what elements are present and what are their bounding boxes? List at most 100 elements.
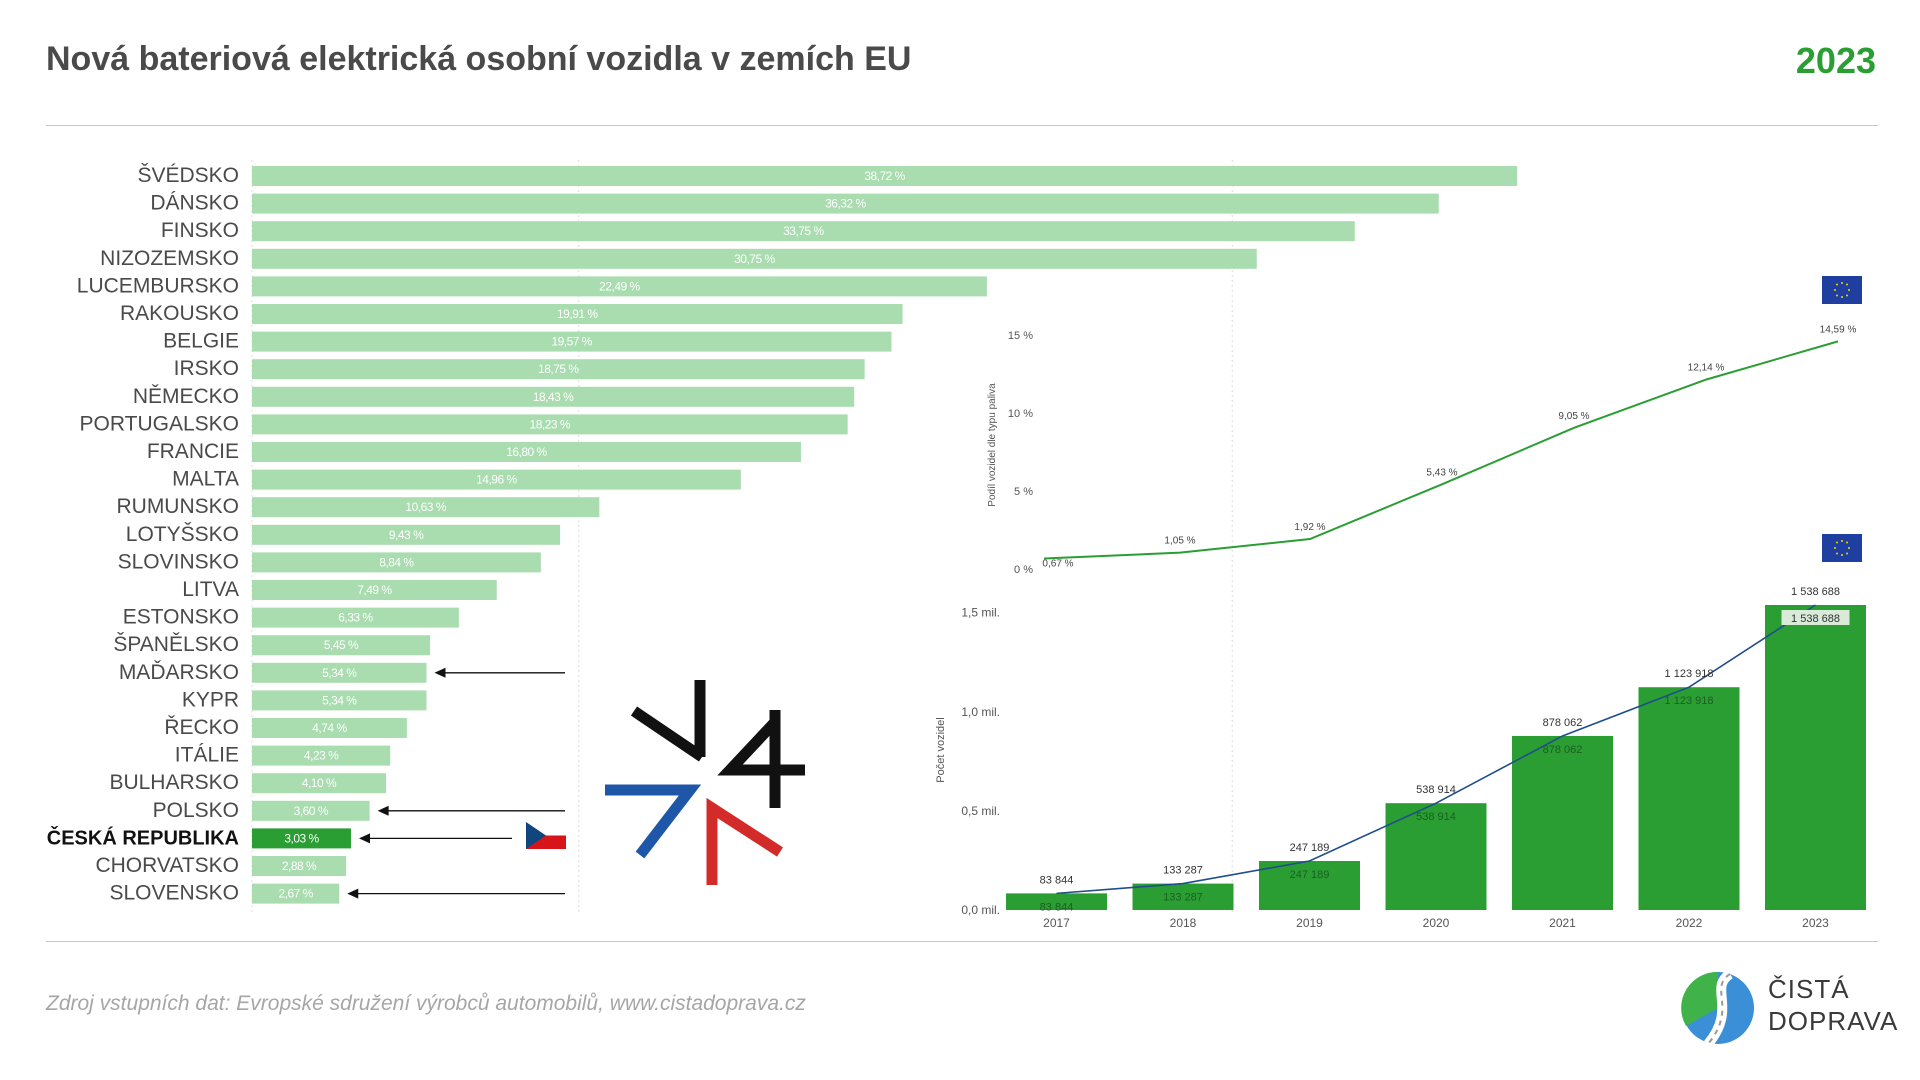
bar-value-label: 18,23 % bbox=[530, 417, 571, 431]
eu-flag-icon bbox=[1822, 276, 1862, 304]
point-value-label: 9,05 % bbox=[1558, 411, 1589, 422]
point-value-label: 878 062 bbox=[1543, 717, 1583, 729]
country-bar bbox=[252, 497, 600, 518]
bar-value-label: 19,91 % bbox=[557, 307, 598, 321]
bar-value-label: 1 538 688 bbox=[1791, 613, 1840, 625]
bar-value-label: 19,57 % bbox=[551, 335, 592, 349]
y-tick-label: 0 % bbox=[1014, 564, 1033, 576]
bar-value-label: 5,34 % bbox=[322, 666, 357, 680]
bar-value-label: 18,75 % bbox=[538, 362, 579, 376]
country-bar bbox=[252, 248, 1257, 269]
pointer-arrows bbox=[347, 667, 565, 899]
share-line bbox=[1043, 340, 1839, 560]
country-bar bbox=[252, 524, 561, 545]
bar-value-label: 18,43 % bbox=[533, 390, 574, 404]
pointer-arrow-head bbox=[377, 805, 389, 816]
country-label: RAKOUSKO bbox=[120, 302, 239, 325]
footer-divider bbox=[46, 941, 1878, 942]
point-value-label: 538 914 bbox=[1416, 784, 1456, 796]
eu-share-line-chart: 0 % 5 % 10 % 15 % Podíl vozidel dle typu pal… bbox=[987, 324, 1856, 576]
y-tick-label: 15 % bbox=[1008, 330, 1033, 342]
country-label: LUCEMBURSKO bbox=[77, 274, 239, 297]
country-bar bbox=[252, 442, 801, 462]
bar-value-label: 83 844 bbox=[1040, 901, 1074, 913]
country-label: ESTONSKO bbox=[123, 606, 239, 629]
country-label: ČESKÁ REPUBLIKA bbox=[47, 825, 239, 849]
eu-flag-icon bbox=[1822, 534, 1862, 562]
bar-value-label: 6,33 % bbox=[338, 611, 373, 625]
country-bar bbox=[252, 359, 865, 380]
year-bar bbox=[1006, 893, 1107, 910]
y-axis-label: Podíl vozidel dle typu paliva bbox=[987, 383, 998, 507]
country-label: DÁNSKO bbox=[150, 192, 239, 215]
point-value-label: 1,05 % bbox=[1164, 536, 1195, 547]
year-bar bbox=[1385, 803, 1487, 910]
year-bar bbox=[1132, 883, 1234, 910]
year-label: 2023 bbox=[1795, 40, 1876, 81]
x-tick-label: 2023 bbox=[1802, 916, 1829, 930]
country-label: RUMUNSKO bbox=[116, 495, 239, 518]
y-tick-label: 1,5 mil. bbox=[961, 606, 1000, 620]
bar-value-label: 878 062 bbox=[1543, 744, 1583, 756]
y-axis-label: Počet vozidel bbox=[935, 717, 947, 782]
country-bar bbox=[252, 304, 903, 324]
country-label: NĚMECKO bbox=[133, 385, 239, 408]
country-bar bbox=[252, 690, 427, 711]
point-value-label: 247 189 bbox=[1290, 842, 1330, 854]
bar-value-label: 7,49 % bbox=[357, 583, 392, 597]
y-tick-label: 0,5 mil. bbox=[961, 804, 1000, 818]
country-label: SLOVINSKO bbox=[118, 550, 239, 573]
x-tick-label: 2021 bbox=[1549, 916, 1576, 930]
bar-value-label: 3,60 % bbox=[294, 804, 329, 818]
logo-text-line2: DOPRAVA bbox=[1768, 1006, 1899, 1036]
bar-value-label: 4,74 % bbox=[312, 721, 347, 735]
bar-value-label: 36,32 % bbox=[825, 197, 866, 211]
x-tick-label: 2018 bbox=[1170, 916, 1197, 930]
country-bar bbox=[252, 800, 370, 821]
country-bar bbox=[252, 580, 497, 600]
country-bar bbox=[252, 773, 386, 794]
bar-value-label: 1 123 918 bbox=[1665, 695, 1714, 707]
country-bar bbox=[252, 469, 741, 490]
country-bar bbox=[252, 635, 431, 656]
point-value-label: 1 123 918 bbox=[1665, 668, 1714, 680]
bar-value-label: 133 287 bbox=[1163, 892, 1203, 904]
count-line bbox=[1056, 604, 1816, 895]
bar-value-label: 33,75 % bbox=[783, 224, 824, 238]
y-tick-label: 5 % bbox=[1014, 486, 1033, 498]
country-label: ITÁLIE bbox=[175, 744, 239, 767]
country-label: PORTUGALSKO bbox=[80, 412, 240, 435]
country-bar bbox=[252, 662, 427, 683]
country-bar bbox=[252, 607, 459, 628]
country-label: FINSKO bbox=[161, 219, 239, 242]
point-value-label: 14,59 % bbox=[1820, 324, 1857, 335]
year-bar bbox=[1512, 735, 1613, 910]
country-bar bbox=[252, 828, 352, 849]
country-bar bbox=[252, 745, 391, 766]
pointer-arrow-head bbox=[359, 833, 371, 844]
country-label: KYPR bbox=[182, 688, 239, 711]
road-logo-icon bbox=[1681, 969, 1754, 1048]
country-label: ŠVÉDSKO bbox=[137, 164, 239, 187]
country-bar bbox=[252, 331, 892, 352]
country-label: NIZOZEMSKO bbox=[100, 247, 239, 270]
pointer-arrow-head bbox=[434, 667, 446, 678]
header-divider bbox=[46, 125, 1878, 126]
country-label: FRANCIE bbox=[147, 440, 239, 463]
bar-value-label: 4,10 % bbox=[302, 776, 337, 790]
y-tick-label: 10 % bbox=[1008, 408, 1033, 420]
country-label: BELGIE bbox=[163, 330, 239, 353]
country-label: MAĎARSKO bbox=[119, 661, 239, 684]
point-value-label: 83 844 bbox=[1040, 874, 1074, 886]
bar-value-label: 16,80 % bbox=[506, 445, 547, 459]
point-value-label: 0,67 % bbox=[1042, 559, 1073, 570]
bar-value-label: 2,67 % bbox=[278, 887, 313, 901]
country-bar bbox=[252, 386, 855, 407]
eu-count-bar-chart: 0,0 mil. 0,5 mil. 1,0 mil. 1,5 mil. Počet vo… bbox=[935, 586, 1866, 930]
point-value-label: 133 287 bbox=[1163, 865, 1203, 877]
bar-value-label: 5,34 % bbox=[322, 693, 357, 707]
country-bar bbox=[252, 221, 1355, 242]
x-tick-label: 2022 bbox=[1676, 916, 1703, 930]
year-bar bbox=[1259, 861, 1360, 910]
